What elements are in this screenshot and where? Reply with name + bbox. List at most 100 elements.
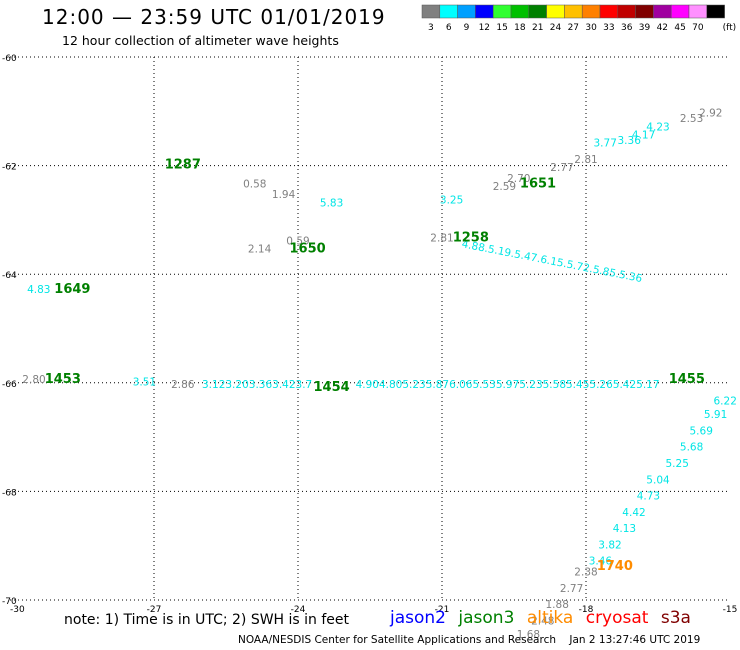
lon-tick-label: -24	[291, 605, 306, 615]
satellite-altika: altika	[526, 608, 574, 628]
track-value-string: 4.904.805.235.876.065.535.975.235.585.45…	[356, 379, 660, 391]
lat-tick-label: -66	[2, 380, 17, 390]
legend-label: 39	[639, 23, 651, 33]
swh-value-label: 1.88	[546, 599, 569, 611]
legend-label: 45	[674, 23, 685, 33]
credit-timestamp: Jan 2 13:27:46 UTC 2019	[569, 634, 701, 646]
color-legend: 3 6 9 12 15 18 21 24 27 30 33 36 39 42 45 70 (ft)	[421, 4, 737, 33]
credit-org: NOAA/NESDIS Center for Satellite Applica…	[238, 634, 556, 646]
pass-time-label: 1287	[165, 157, 201, 172]
lat-lon-grid	[10, 56, 730, 601]
swh-value-label: 2.53	[680, 113, 703, 125]
legend-label: 30	[585, 23, 597, 33]
legend-swatch	[688, 4, 708, 19]
pass-time-label: 1651	[520, 176, 556, 191]
swh-value-label: 4.13	[613, 523, 636, 535]
swh-value-label: 1.94	[272, 189, 296, 201]
swh-value-label: 2.77	[560, 583, 583, 595]
legend-swatch	[439, 4, 458, 19]
swh-value-label: 5.68	[680, 442, 703, 454]
satellite-s3a: s3a	[660, 608, 691, 628]
swh-value-label: 2.70	[507, 173, 530, 185]
legend-swatch	[492, 4, 512, 19]
satellite-key: jason2 jason3 altika cryosat s3a	[390, 608, 698, 628]
swh-value-label: 2.81	[430, 233, 453, 245]
legend-label: 33	[603, 23, 614, 33]
pass-time-label: 1455	[669, 372, 705, 387]
legend-swatch	[581, 4, 601, 19]
swh-value-label: 2.77	[550, 162, 573, 174]
legend-label: 18	[514, 23, 526, 33]
swh-value-label: 0.59	[286, 235, 309, 247]
legend-label: 24	[550, 23, 562, 33]
legend-label: 15	[496, 23, 507, 33]
swh-value-label: 3.25	[440, 195, 463, 207]
swh-value-label: 3.36	[618, 135, 642, 147]
pass-time-label: 1650	[290, 241, 326, 256]
swh-value-label: 5.91	[704, 409, 727, 421]
swh-value-label: 4.73	[637, 491, 660, 503]
legend-swatch	[475, 4, 494, 19]
satellite-jason2: jason2	[390, 608, 446, 628]
page-subtitle: 12 hour collection of altimeter wave hei…	[62, 33, 339, 48]
legend-swatch	[421, 4, 441, 19]
legend-label: 42	[657, 23, 668, 33]
lon-tick-label: -30	[10, 605, 25, 615]
swh-labels: 2.532.924.234.173.363.772.812.772.702.59…	[22, 108, 737, 641]
swh-value-label: 5.69	[690, 425, 713, 437]
swh-value-label: 4.42	[622, 507, 645, 519]
legend-label: 21	[532, 23, 543, 33]
legend-label: 6	[446, 23, 452, 33]
legend-swatch	[510, 4, 530, 19]
lon-tick-label: -27	[147, 605, 162, 615]
swh-value-label: 3.77	[594, 138, 617, 150]
lat-tick-label: -64	[2, 271, 17, 281]
satellite-tracks: 3.123.203.363.423.7 4.904.805.235.876.065…	[202, 238, 660, 391]
lon-tick-label: -18	[579, 605, 594, 615]
pass-time-label: 1740	[597, 559, 633, 574]
swh-value-label: 2.92	[699, 108, 722, 120]
swh-value-label: 5.83	[320, 197, 343, 209]
legend-swatch	[546, 4, 565, 19]
credit-line: NOAA/NESDIS Center for Satellite Applica…	[238, 634, 700, 646]
pass-time-labels: 1287 1651 1650 1258 1649 1453 1454 1455 1740	[45, 157, 705, 574]
legend-swatch	[599, 4, 619, 19]
legend-label: 9	[464, 23, 470, 33]
swh-value-label: 3.46	[589, 556, 613, 568]
legend-unit: (ft)	[723, 23, 737, 33]
pass-time-label: 1258	[453, 231, 489, 246]
swh-value-label: 2.80	[22, 374, 45, 386]
pass-time-label: 1649	[54, 282, 90, 297]
legend-swatch	[670, 4, 690, 19]
lon-tick-label: -21	[435, 605, 450, 615]
swh-value-label: 2.81	[574, 154, 597, 166]
swh-value-label: 0.58	[243, 178, 266, 190]
legend-label: 27	[568, 23, 579, 33]
swh-value-label: 6.22	[714, 396, 737, 408]
swh-value-label: 2.48	[531, 615, 554, 627]
legend-label: 12	[479, 23, 490, 33]
pass-time-label: 1454	[314, 380, 350, 395]
legend-swatch	[635, 4, 654, 19]
swh-value-label: 4.23	[646, 121, 669, 133]
swh-value-label: 2.14	[248, 243, 272, 255]
legend-swatch	[653, 4, 672, 19]
axis-labels: -60 -62 -64 -66 -68 -70-30 -27 -24 -21 -18 -15	[2, 54, 737, 615]
legend-swatch	[617, 4, 636, 19]
legend-swatch	[528, 4, 547, 19]
legend-swatch	[457, 4, 476, 19]
lat-tick-label: -62	[2, 163, 17, 173]
legend-swatch	[564, 4, 583, 19]
units-note: note: 1) Time is in UTC; 2) SWH is in fe…	[64, 612, 350, 628]
lat-tick-label: -68	[2, 488, 17, 498]
pass-time-label: 1453	[45, 372, 81, 387]
legend-label: 3	[428, 23, 434, 33]
swh-value-label: 2.59	[493, 181, 516, 193]
swh-value-label: 3.51	[133, 377, 156, 389]
lat-tick-label: -60	[2, 54, 17, 64]
swh-value-label: 2.38	[574, 567, 597, 579]
satellite-cryosat: cryosat	[585, 608, 649, 628]
page-title: 12:00 — 23:59 UTC 01/01/2019	[42, 5, 386, 29]
